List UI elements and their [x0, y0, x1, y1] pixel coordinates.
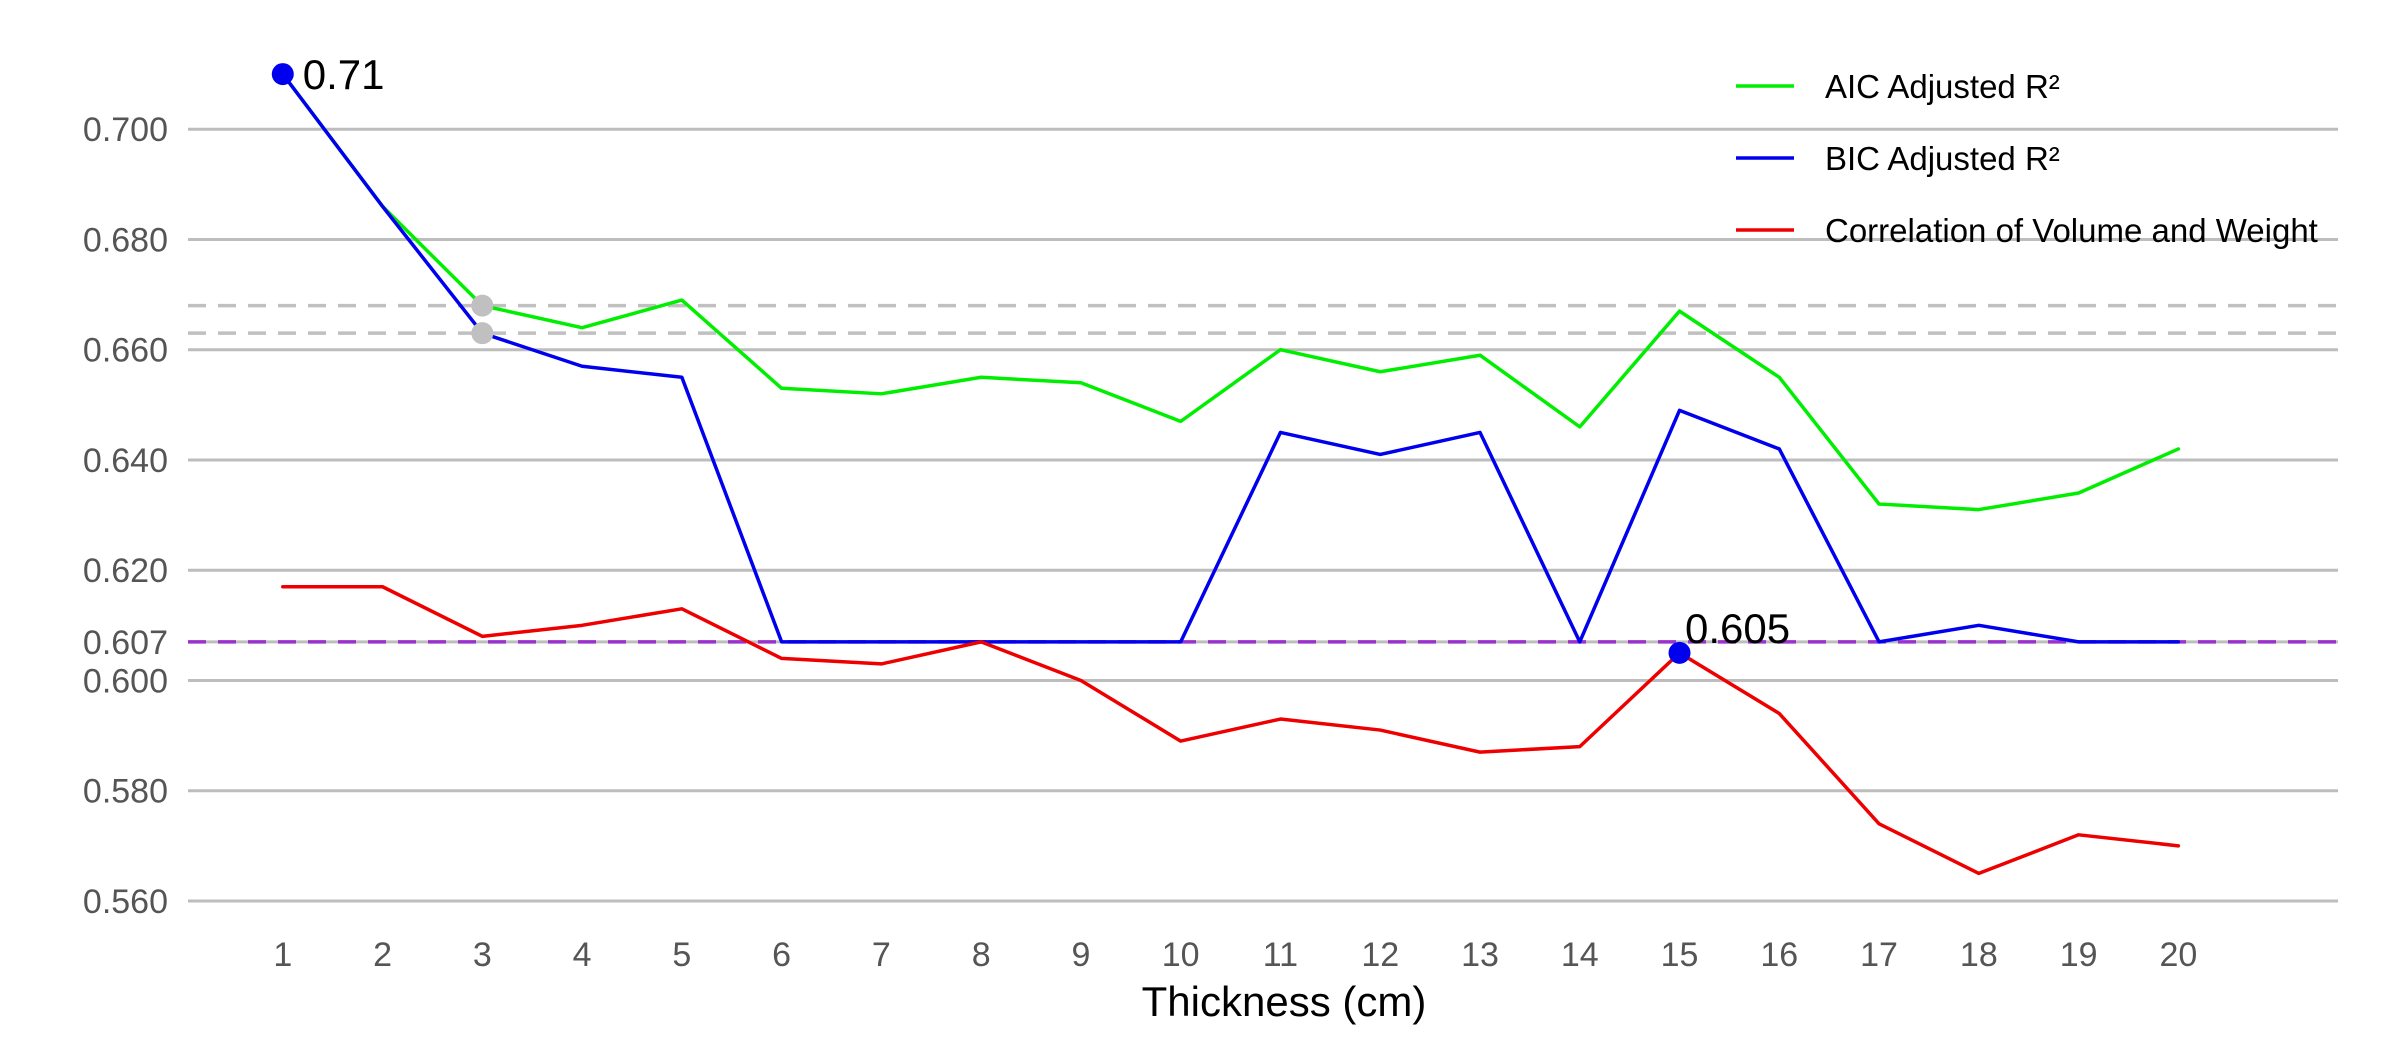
series-line — [281, 72, 2181, 512]
x-tick-label: 12 — [1361, 936, 1399, 974]
x-tick-label: 13 — [1461, 936, 1499, 974]
y-tick-label: 0.620 — [83, 552, 168, 590]
y-tick-label: 0.660 — [83, 332, 168, 370]
marker-annotation: 0.71 — [303, 51, 385, 98]
legend-label: Correlation of Volume and Weight — [1825, 212, 2318, 249]
x-tick-label: 5 — [672, 936, 691, 974]
x-tick-label: 18 — [1960, 936, 1998, 974]
highlight-marker — [271, 63, 294, 86]
y-tick-label: 0.640 — [83, 442, 168, 480]
legend-label: BIC Adjusted R² — [1825, 140, 2060, 177]
x-tick-label: 11 — [1263, 936, 1298, 974]
x-tick-label: 7 — [872, 936, 891, 974]
x-axis-label: Thickness (cm) — [1142, 978, 1427, 1025]
x-tick-label: 17 — [1860, 936, 1898, 974]
highlight-marker — [471, 294, 494, 317]
x-tick-label: 1 — [273, 936, 292, 974]
y-tick-label: 0.607 — [83, 624, 168, 662]
x-tick-label: 15 — [1661, 936, 1699, 974]
x-tick-label: 6 — [772, 936, 791, 974]
series-lines — [281, 72, 2181, 876]
x-tick-label: 19 — [2060, 936, 2098, 974]
x-tick-label: 9 — [1071, 936, 1090, 974]
x-tick-label: 8 — [972, 936, 991, 974]
highlight-marker — [1668, 641, 1691, 664]
series-line — [281, 584, 2181, 876]
x-axis-ticks: 1 2 3 4 5 6 7 8 9 10 11 12 13 14 15 16 17 18 19 20 — [273, 936, 2197, 974]
x-tick-label: 2 — [373, 936, 392, 974]
gridlines — [188, 127, 2338, 903]
x-tick-label: 10 — [1162, 936, 1200, 974]
y-tick-label: 0.580 — [83, 773, 168, 811]
legend: AIC Adjusted R² BIC Adjusted R² Correlatio… — [1736, 68, 2318, 249]
y-tick-label: 0.560 — [83, 883, 168, 921]
highlight-markers: 0.71 0.605 — [271, 51, 1790, 664]
y-tick-label: 0.680 — [83, 221, 168, 259]
x-tick-label: 3 — [473, 936, 492, 974]
y-tick-label: 0.700 — [83, 111, 168, 149]
x-tick-label: 14 — [1561, 936, 1599, 974]
x-tick-label: 4 — [573, 936, 592, 974]
x-tick-label: 20 — [2159, 936, 2197, 974]
legend-label: AIC Adjusted R² — [1825, 68, 2060, 105]
series-line — [281, 72, 2181, 644]
x-tick-label: 16 — [1760, 936, 1798, 974]
reference-lines — [188, 303, 2338, 644]
marker-annotation: 0.605 — [1685, 605, 1790, 652]
y-tick-label: 0.600 — [83, 662, 168, 700]
highlight-marker — [471, 322, 494, 345]
